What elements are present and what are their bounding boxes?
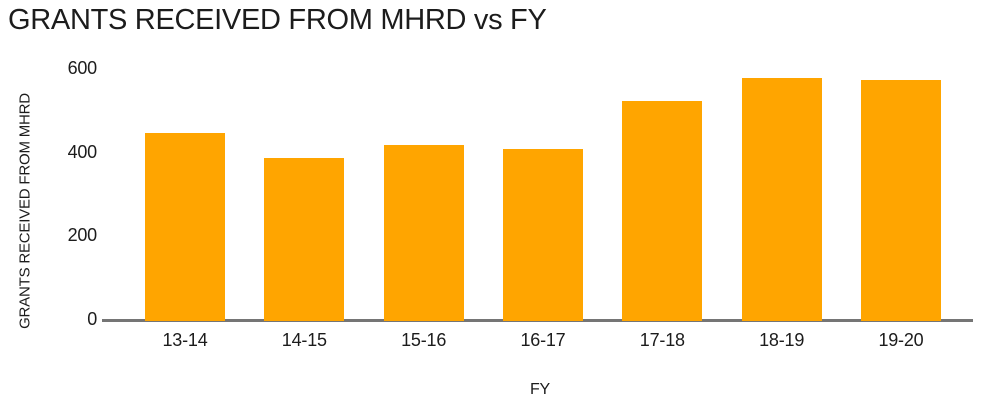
bar-17-18 [622, 101, 703, 321]
x-tick-label: 14-15 [281, 330, 327, 350]
y-tick-label: 0 [87, 309, 97, 329]
x-tick-label: 19-20 [878, 330, 924, 350]
x-tick-label: 17-18 [639, 330, 685, 350]
bar-16-17 [502, 149, 583, 321]
y-tick-label: 200 [67, 225, 98, 246]
x-tick-label: 13-14 [162, 330, 208, 350]
bar-14-15 [264, 157, 345, 321]
y-axis-label: GRANTS RECEIVED FROM MHRD [16, 93, 34, 329]
bar-19-20 [860, 80, 941, 321]
bar-13-14 [145, 132, 225, 321]
y-tick-label: 400 [67, 141, 98, 162]
x-tick-label: 16-17 [520, 330, 566, 350]
x-tick-label: 18-19 [759, 330, 805, 350]
x-tick-label: 15-16 [401, 330, 447, 350]
chart-title: GRANTS RECEIVED FROM MHRD vs FY [8, 4, 547, 36]
bar-18-19 [741, 78, 822, 321]
bar-15-16 [383, 145, 464, 321]
y-tick-label: 600 [67, 58, 98, 78]
x-axis-label: FY [529, 381, 551, 398]
